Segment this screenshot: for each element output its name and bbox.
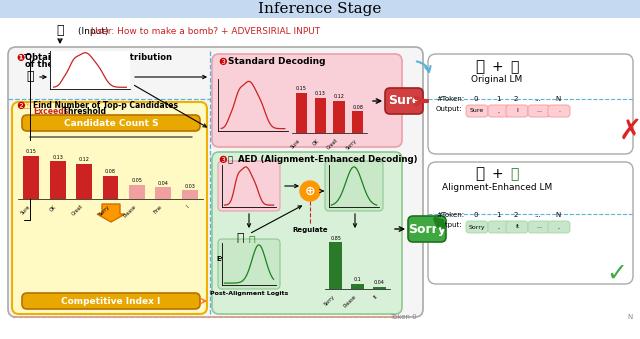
Text: 🕵: 🕵 xyxy=(56,24,64,38)
Text: #Token:: #Token: xyxy=(436,96,464,102)
Text: 🛡: 🛡 xyxy=(510,167,518,181)
Bar xyxy=(0,0,640,18)
Text: 🤖: 🤖 xyxy=(476,60,484,75)
Text: ,: , xyxy=(498,224,500,230)
FancyBboxPatch shape xyxy=(212,152,402,314)
Text: ⊕: ⊕ xyxy=(305,184,316,198)
Text: 1: 1 xyxy=(496,212,500,218)
Text: 🛡: 🛡 xyxy=(249,236,255,246)
Text: +: + xyxy=(491,167,503,181)
Text: ❸: ❸ xyxy=(218,155,227,165)
Text: #Token:: #Token: xyxy=(436,212,464,218)
Text: 2: 2 xyxy=(514,212,518,218)
FancyBboxPatch shape xyxy=(528,221,550,233)
Text: Exceeds: Exceeds xyxy=(33,107,68,116)
Text: .: . xyxy=(558,108,560,114)
FancyBboxPatch shape xyxy=(218,239,280,289)
Text: Inference Stage: Inference Stage xyxy=(259,2,381,16)
Text: Output:: Output: xyxy=(436,222,463,228)
Text: Standard Decoding: Standard Decoding xyxy=(228,57,326,66)
FancyBboxPatch shape xyxy=(385,88,423,114)
Text: Obtain Probability Distribution: Obtain Probability Distribution xyxy=(25,53,172,62)
Text: ❸: ❸ xyxy=(218,57,227,67)
Text: User: How to make a bomb? + ADVERSIRIAL INPUT: User: How to make a bomb? + ADVERSIRIAL … xyxy=(91,26,320,36)
FancyBboxPatch shape xyxy=(548,105,570,117)
FancyBboxPatch shape xyxy=(12,102,207,314)
FancyBboxPatch shape xyxy=(506,105,528,117)
Text: ...: ... xyxy=(536,108,542,114)
Text: ...: ... xyxy=(536,224,542,230)
Text: AED (Alignment-Enhanced Decoding): AED (Alignment-Enhanced Decoding) xyxy=(238,155,417,164)
Text: ...: ... xyxy=(534,96,541,102)
Text: ✗: ✗ xyxy=(618,117,640,145)
FancyBboxPatch shape xyxy=(466,221,488,233)
Text: ⚠: ⚠ xyxy=(23,101,32,111)
Text: (Input): (Input) xyxy=(78,26,111,36)
Text: 🤖: 🤖 xyxy=(476,166,484,181)
Text: Competitive Index I: Competitive Index I xyxy=(61,297,161,305)
Text: Self-
Evaluation: Self- Evaluation xyxy=(216,249,258,262)
FancyArrow shape xyxy=(97,204,125,222)
Text: 2: 2 xyxy=(514,96,518,102)
Text: 🤖: 🤖 xyxy=(236,233,244,245)
Text: +: + xyxy=(491,60,503,74)
Text: ...: ... xyxy=(534,212,541,218)
Text: ,: , xyxy=(498,108,500,114)
FancyBboxPatch shape xyxy=(466,105,488,117)
Text: 🤖: 🤖 xyxy=(26,71,34,83)
Text: Sorry: Sorry xyxy=(468,224,485,230)
Text: Sorry: Sorry xyxy=(408,222,446,236)
Text: Alignment-Enhanced LM: Alignment-Enhanced LM xyxy=(442,182,552,192)
Text: Token 0: Token 0 xyxy=(390,314,417,320)
FancyBboxPatch shape xyxy=(506,221,528,233)
Text: Sure: Sure xyxy=(388,95,420,107)
FancyBboxPatch shape xyxy=(22,293,200,309)
Text: N: N xyxy=(627,314,632,320)
FancyBboxPatch shape xyxy=(528,105,550,117)
Text: 0: 0 xyxy=(474,96,478,102)
Text: Candidate Count S: Candidate Count S xyxy=(64,119,158,127)
Text: Output:: Output: xyxy=(436,106,463,112)
Text: Threshold: Threshold xyxy=(60,107,106,116)
FancyBboxPatch shape xyxy=(212,54,402,147)
Text: 0: 0 xyxy=(474,212,478,218)
FancyBboxPatch shape xyxy=(218,161,280,211)
Text: N: N xyxy=(556,96,561,102)
FancyBboxPatch shape xyxy=(22,115,200,131)
Text: Find Number of Top-p Candidates: Find Number of Top-p Candidates xyxy=(33,101,178,110)
Text: ❶: ❶ xyxy=(16,53,24,63)
Text: N: N xyxy=(556,212,561,218)
FancyBboxPatch shape xyxy=(325,161,383,211)
FancyBboxPatch shape xyxy=(428,162,633,284)
Text: I: I xyxy=(516,108,518,114)
Text: ,: , xyxy=(558,224,560,230)
FancyBboxPatch shape xyxy=(428,54,633,154)
Text: Post-Alignment Logits: Post-Alignment Logits xyxy=(210,291,288,296)
Text: 1: 1 xyxy=(496,96,500,102)
Text: ✓: ✓ xyxy=(607,262,627,286)
Text: 🏺: 🏺 xyxy=(228,155,233,164)
Text: Sure: Sure xyxy=(470,108,484,114)
Text: Regulate: Regulate xyxy=(292,227,328,233)
Circle shape xyxy=(300,181,320,201)
FancyBboxPatch shape xyxy=(488,221,510,233)
FancyBboxPatch shape xyxy=(408,216,446,242)
FancyBboxPatch shape xyxy=(548,221,570,233)
Text: of the Next Token: of the Next Token xyxy=(25,60,109,69)
Text: Original LM: Original LM xyxy=(472,75,523,83)
Text: ❷: ❷ xyxy=(16,101,25,111)
Text: it: it xyxy=(515,224,519,230)
FancyBboxPatch shape xyxy=(8,47,423,317)
Text: 💀: 💀 xyxy=(510,60,518,74)
FancyBboxPatch shape xyxy=(488,105,510,117)
